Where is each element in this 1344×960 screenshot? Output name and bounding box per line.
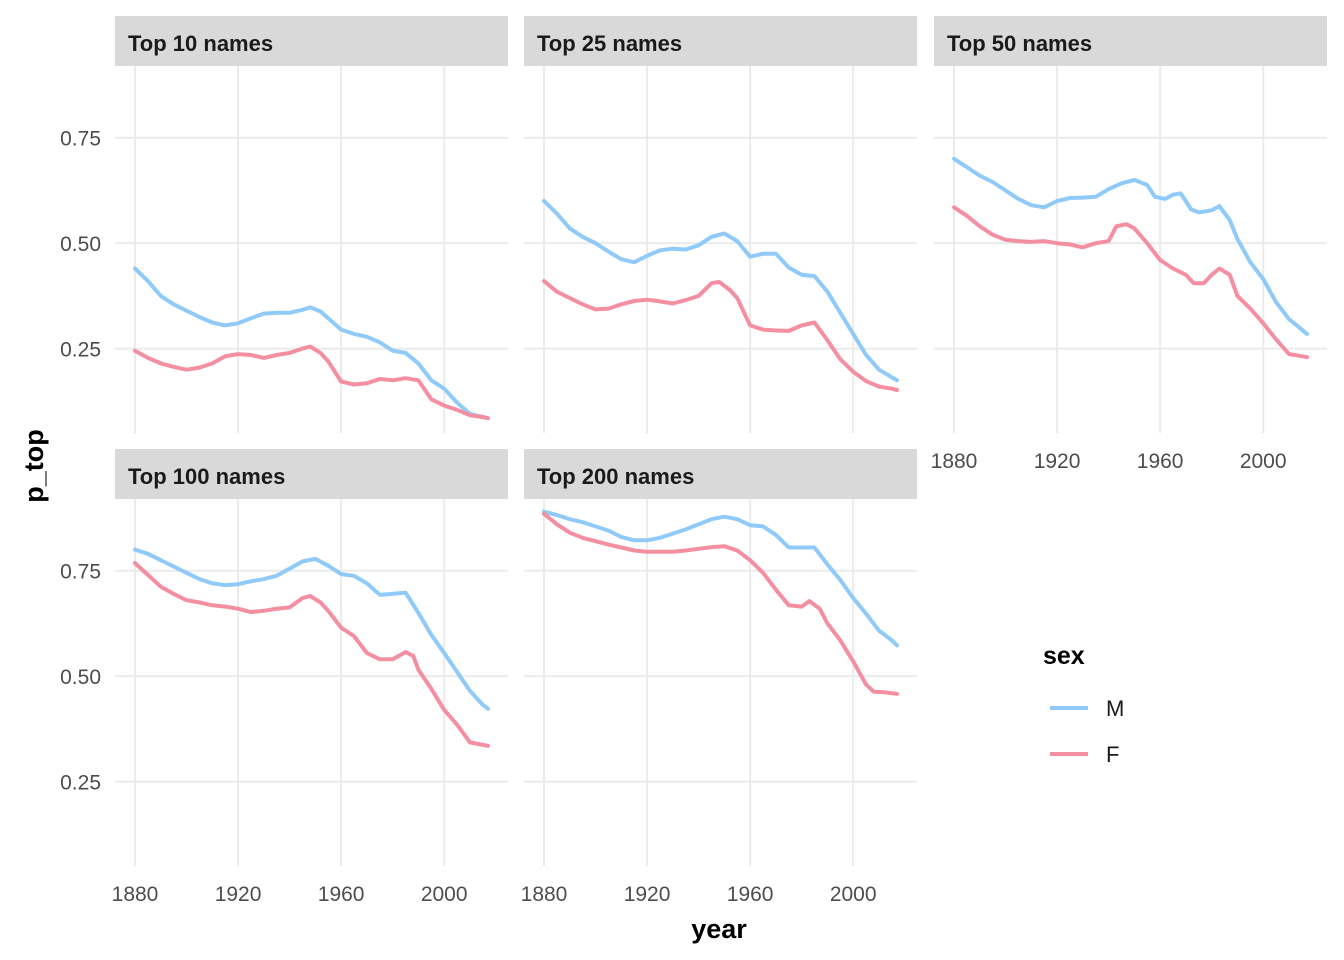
legend-label-m: M (1106, 696, 1124, 721)
y-tick-label: 0.25 (60, 339, 101, 362)
legend: sex M F (1043, 642, 1124, 767)
x-tick-label: 2000 (421, 883, 468, 906)
x-tick-label: 1960 (318, 883, 365, 906)
y-tick-label: 0.75 (60, 128, 101, 151)
facet-strip (115, 16, 508, 66)
series-line-m (542, 199, 899, 383)
facet-strip (524, 449, 917, 499)
y-tick-label: 0.25 (60, 772, 101, 795)
x-tick-label: 1920 (624, 883, 671, 906)
facet-strip (524, 16, 917, 66)
x-tick-label: 1880 (931, 450, 978, 473)
x-tick-label: 1880 (112, 883, 159, 906)
series-line-f (133, 344, 490, 421)
facet-strip (934, 16, 1327, 66)
facet-strip-label: Top 10 names (128, 31, 273, 56)
x-tick-label: 2000 (1240, 450, 1287, 473)
facet-panel-4: Top 100 names 0.25 0.50 0.75 1880 1920 1960 200… (60, 449, 508, 906)
x-tick-label: 1920 (215, 883, 262, 906)
y-axis-title: p_top (19, 429, 49, 503)
series-line-m (952, 156, 1309, 336)
facet-strip-label: Top 100 names (128, 464, 285, 489)
legend-label-f: F (1106, 742, 1119, 767)
facet-strip (115, 449, 508, 499)
y-tick-label: 0.50 (60, 666, 101, 689)
x-tick-label: 1960 (727, 883, 774, 906)
facet-strip-label: Top 25 names (537, 31, 682, 56)
series-line-f (133, 561, 490, 748)
y-tick-label: 0.75 (60, 561, 101, 584)
facet-panel-1: Top 10 names 0.25 0.50 0.75 (60, 16, 508, 433)
legend-title: sex (1043, 642, 1085, 670)
series-line-m (133, 266, 490, 421)
x-tick-label: 2000 (830, 883, 877, 906)
series-line-m (133, 547, 490, 711)
y-tick-label: 0.50 (60, 233, 101, 256)
x-tick-label: 1880 (521, 883, 568, 906)
series-line-m (542, 509, 899, 648)
series-line-f (542, 511, 899, 696)
facet-panel-3: Top 50 names 1880 1920 1960 2000 (931, 16, 1327, 473)
x-tick-label: 1920 (1034, 450, 1081, 473)
x-tick-label: 1960 (1137, 450, 1184, 473)
facet-panel-5: Top 200 names 1880 1920 1960 2000 (521, 449, 917, 906)
series-line-f (952, 205, 1309, 360)
facet-strip-label: Top 50 names (947, 31, 1092, 56)
facet-panel-2: Top 25 names (524, 16, 917, 433)
facet-strip-label: Top 200 names (537, 464, 694, 489)
series-line-f (542, 279, 899, 392)
x-axis-title: year (691, 914, 747, 944)
facet-panels: Top 10 names 0.25 0.50 0.75 Top 25 names Top … (60, 16, 1327, 906)
